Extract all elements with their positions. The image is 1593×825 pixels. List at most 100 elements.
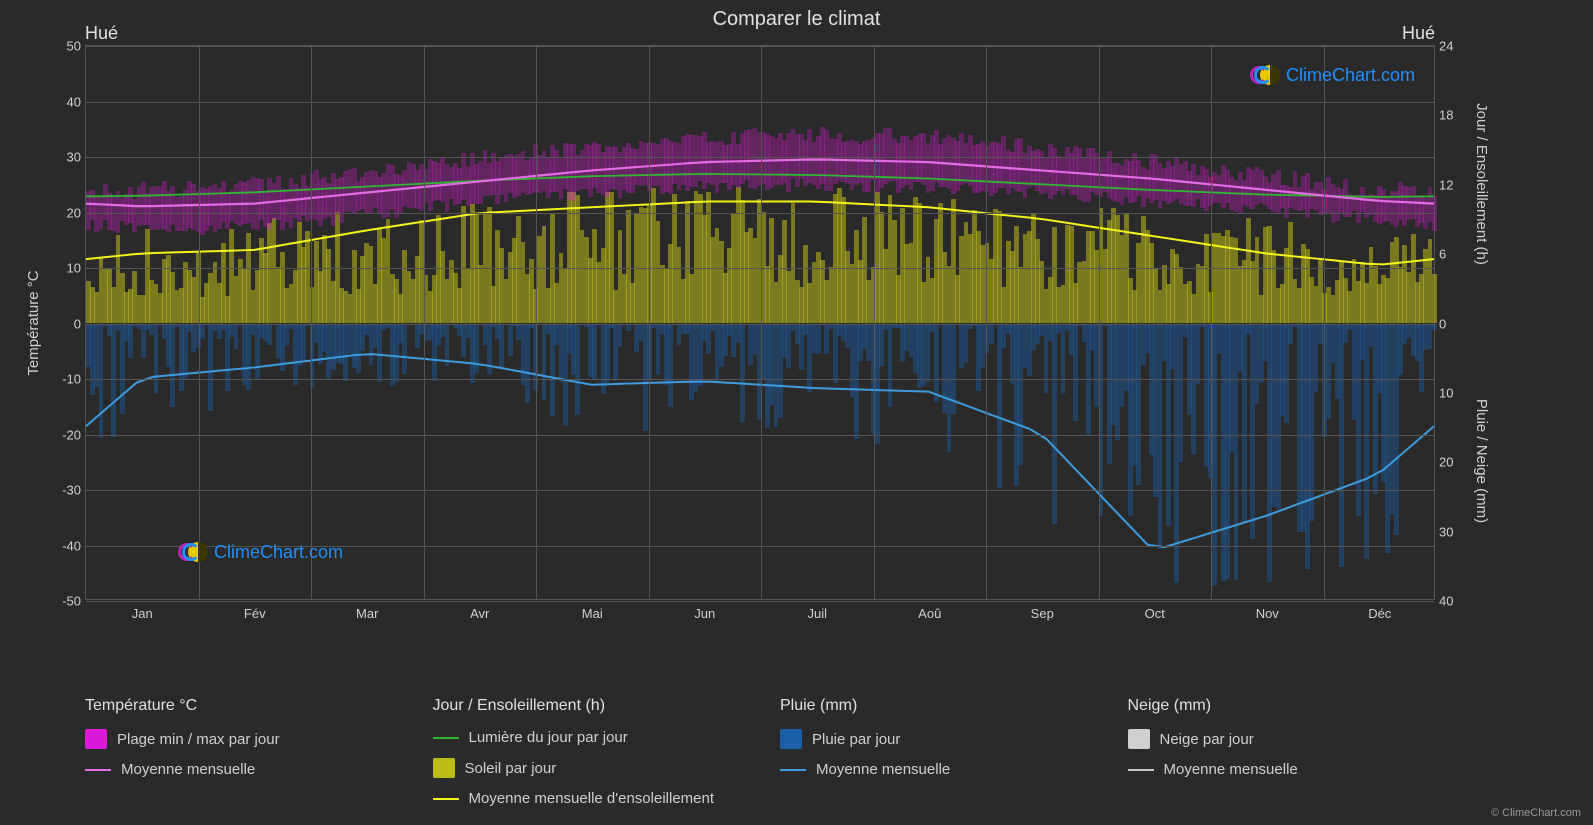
gridline-v <box>761 46 762 599</box>
gridline-h <box>86 102 1434 103</box>
copyright: © ClimeChart.com <box>1491 807 1581 819</box>
location-label-right: Hué <box>1402 23 1435 44</box>
gridline-v <box>1324 46 1325 599</box>
ytick-right-rain: 10 <box>1439 385 1464 400</box>
gridline-v <box>874 46 875 599</box>
legend-swatch-line <box>433 798 459 800</box>
gridline-h <box>86 435 1434 436</box>
ytick-right-hours: 0 <box>1439 316 1464 331</box>
xtick-month: Oct <box>1145 606 1165 621</box>
ytick-left: -40 <box>51 538 81 553</box>
legend-item: Soleil par jour <box>433 758 741 778</box>
xtick-month: Fév <box>244 606 266 621</box>
legend-swatch-line <box>85 769 111 771</box>
legend-item: Pluie par jour <box>780 729 1088 749</box>
ytick-right-rain: 40 <box>1439 594 1464 609</box>
brand-logo-top: ClimeChart.com <box>1250 63 1415 87</box>
ytick-left: -20 <box>51 427 81 442</box>
brand-logo-bottom: ClimeChart.com <box>178 540 343 564</box>
legend-col-rain: Pluie (mm) Pluie par jour Moyenne mensuel… <box>780 697 1088 807</box>
ytick-right-hours: 18 <box>1439 108 1464 123</box>
legend-label: Moyenne mensuelle d'ensoleillement <box>469 790 715 807</box>
legend-header: Pluie (mm) <box>780 697 1088 715</box>
gridline-h <box>86 490 1434 491</box>
xtick-month: Juil <box>807 606 827 621</box>
gridline-v <box>536 46 537 599</box>
ytick-left: 0 <box>51 316 81 331</box>
legend-item: Plage min / max par jour <box>85 729 393 749</box>
xtick-month: Nov <box>1256 606 1279 621</box>
brand-icon <box>178 540 208 564</box>
xtick-month: Mar <box>356 606 378 621</box>
legend-swatch-line <box>1128 769 1154 771</box>
gridline-v <box>199 46 200 599</box>
legend-swatch-box <box>780 729 802 749</box>
gridline-h <box>86 157 1434 158</box>
legend-label: Soleil par jour <box>465 760 557 777</box>
gridline-h <box>86 268 1434 269</box>
chart-area: Hué Hué Température °C Jour / Ensoleille… <box>85 45 1435 600</box>
xtick-month: Aoû <box>918 606 941 621</box>
gridline-v <box>649 46 650 599</box>
legend-label: Pluie par jour <box>812 731 900 748</box>
legend-item: Lumière du jour par jour <box>433 729 741 746</box>
xtick-month: Déc <box>1368 606 1391 621</box>
legend-item: Moyenne mensuelle d'ensoleillement <box>433 790 741 807</box>
xtick-month: Sep <box>1031 606 1054 621</box>
y-axis-label-temperature: Température °C <box>25 270 42 375</box>
legend-header: Jour / Ensoleillement (h) <box>433 697 741 715</box>
legend-header: Température °C <box>85 697 393 715</box>
location-label-left: Hué <box>85 23 118 44</box>
legend-col-temperature: Température °C Plage min / max par jour M… <box>85 697 393 807</box>
chart-title: Comparer le climat <box>0 0 1593 31</box>
legend-label: Plage min / max par jour <box>117 731 280 748</box>
legend-swatch-box <box>85 729 107 749</box>
ytick-right-hours: 6 <box>1439 247 1464 262</box>
legend-label: Neige par jour <box>1160 731 1254 748</box>
gridline-h <box>86 213 1434 214</box>
legend-item: Moyenne mensuelle <box>780 761 1088 778</box>
legend: Température °C Plage min / max par jour M… <box>85 697 1435 807</box>
y-axis-label-day: Jour / Ensoleillement (h) <box>1473 103 1490 265</box>
ytick-left: 50 <box>51 39 81 54</box>
gridline-v <box>424 46 425 599</box>
ytick-right-hours: 24 <box>1439 39 1464 54</box>
legend-label: Moyenne mensuelle <box>816 761 950 778</box>
xtick-month: Jan <box>132 606 153 621</box>
legend-swatch-line <box>433 737 459 739</box>
ytick-left: 20 <box>51 205 81 220</box>
ytick-left: -50 <box>51 594 81 609</box>
ytick-left: 30 <box>51 150 81 165</box>
ytick-right-hours: 12 <box>1439 177 1464 192</box>
y-axis-label-rain: Pluie / Neige (mm) <box>1473 399 1490 523</box>
ytick-left: 40 <box>51 94 81 109</box>
gridline-h <box>86 324 1434 325</box>
gridline-h <box>86 601 1434 602</box>
legend-col-day: Jour / Ensoleillement (h) Lumière du jou… <box>433 697 741 807</box>
xtick-month: Avr <box>470 606 489 621</box>
brand-text: ClimeChart.com <box>1286 65 1415 86</box>
legend-swatch-box <box>1128 729 1150 749</box>
legend-swatch-box <box>433 758 455 778</box>
ytick-right-rain: 30 <box>1439 524 1464 539</box>
gridline-v <box>986 46 987 599</box>
legend-label: Moyenne mensuelle <box>121 761 255 778</box>
ytick-left: -30 <box>51 483 81 498</box>
legend-swatch-line <box>780 769 806 771</box>
gridline-v <box>1211 46 1212 599</box>
legend-item: Moyenne mensuelle <box>85 761 393 778</box>
legend-item: Moyenne mensuelle <box>1128 761 1436 778</box>
gridline-v <box>311 46 312 599</box>
ytick-left: -10 <box>51 372 81 387</box>
xtick-month: Mai <box>582 606 603 621</box>
gridline-h <box>86 379 1434 380</box>
gridline-v <box>1099 46 1100 599</box>
gridline-h <box>86 46 1434 47</box>
brand-icon <box>1250 63 1280 87</box>
legend-col-snow: Neige (mm) Neige par jourMoyenne mensuel… <box>1128 697 1436 807</box>
ytick-left: 10 <box>51 261 81 276</box>
ytick-right-rain: 20 <box>1439 455 1464 470</box>
legend-item: Neige par jour <box>1128 729 1436 749</box>
legend-label: Lumière du jour par jour <box>469 729 628 746</box>
legend-label: Moyenne mensuelle <box>1164 761 1298 778</box>
